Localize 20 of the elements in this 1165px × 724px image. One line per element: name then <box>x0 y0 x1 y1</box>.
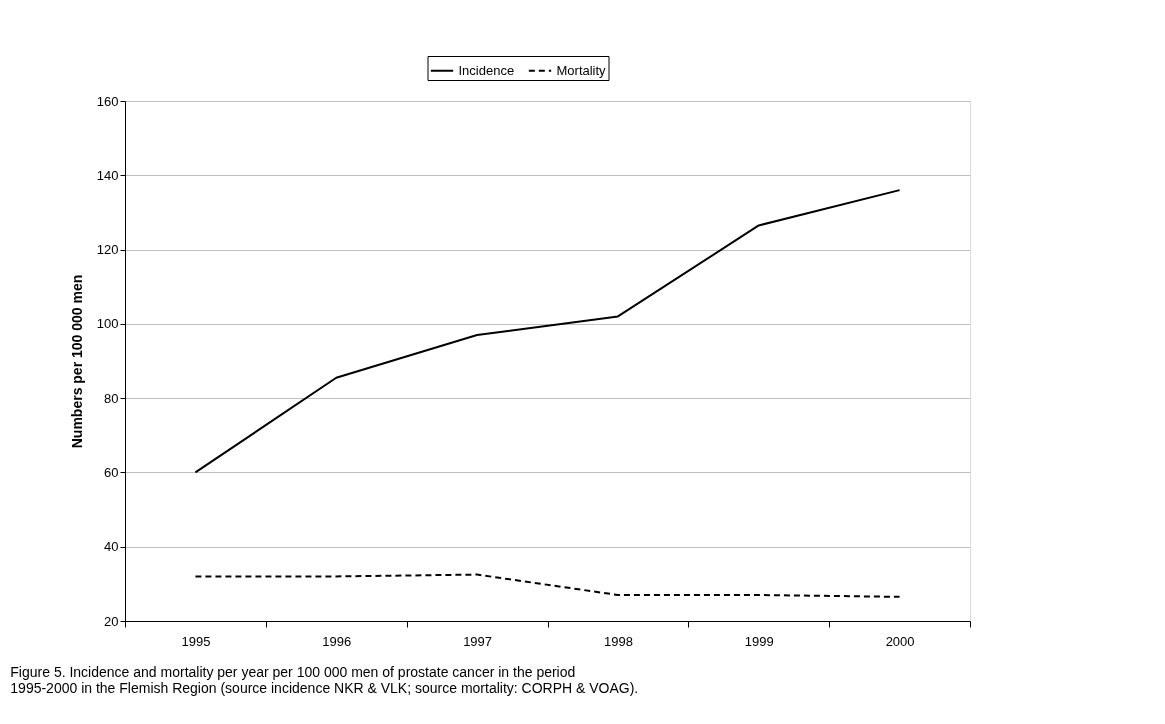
caption: Figure 5. Incidence and mortality per year per 100 000 men of prostate cancer in the period 1995-2000 in the Flemish Region (source incidence NKR & VLK; source mortality: CORPH & VOAG). <box>10 664 639 696</box>
y-axis-title: Numbers per 100 000 men <box>68 274 85 449</box>
legend-label: Incidence <box>458 62 515 78</box>
legend-label: Mortality <box>556 62 607 78</box>
y-tick-label: 120 <box>96 242 119 258</box>
y-tick-label: 20 <box>104 613 119 629</box>
x-tick-label: 1999 <box>744 633 774 649</box>
y-tick-label: 80 <box>104 390 119 406</box>
y-tick-label: 40 <box>104 539 119 555</box>
line-series <box>194 573 901 598</box>
x-tick-label: 1995 <box>181 633 211 649</box>
x-tick-label: 1997 <box>463 633 493 649</box>
line-series <box>194 189 901 474</box>
x-tick-label: 2000 <box>885 633 915 649</box>
x-tick-label: 1998 <box>603 633 633 649</box>
y-tick-label: 160 <box>96 93 119 109</box>
y-tick-label: 60 <box>104 464 119 480</box>
y-tick-label: 140 <box>96 167 119 183</box>
y-tick-label: 100 <box>96 316 119 332</box>
x-tick-label: 1996 <box>322 633 352 649</box>
